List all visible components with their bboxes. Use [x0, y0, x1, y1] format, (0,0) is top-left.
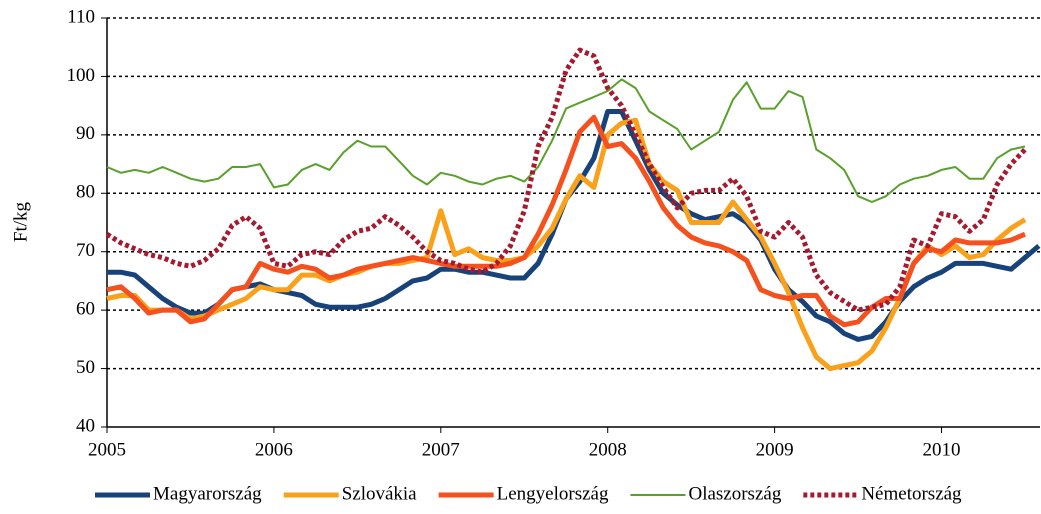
y-tick-label: 70 — [76, 240, 95, 261]
y-tick-label: 50 — [76, 357, 95, 378]
y-tick-label: 60 — [76, 299, 95, 320]
x-tick-label: 2005 — [88, 439, 126, 460]
series-line — [106, 117, 1027, 372]
legend-label: Olaszország — [688, 483, 781, 504]
x-tick-label: 2009 — [756, 439, 794, 460]
x-tick-label: 2007 — [422, 439, 460, 460]
y-tick-label: 110 — [67, 6, 95, 27]
y-axis-label: Ft/kg — [10, 201, 31, 242]
series-line — [106, 78, 1026, 203]
legend-label: Magyarország — [153, 483, 262, 504]
x-tick-label: 2010 — [923, 439, 961, 460]
legend-label: Lengyelország — [497, 483, 609, 504]
y-tick-label: 80 — [76, 182, 95, 203]
x-tick-label: 2008 — [589, 439, 627, 460]
legend-label: Németország — [861, 483, 962, 504]
series-line — [105, 47, 1027, 313]
legend-label: Szlovákia — [342, 483, 417, 504]
series-line — [106, 114, 1026, 328]
x-tick-label: 2006 — [255, 439, 293, 460]
y-tick-label: 40 — [76, 415, 95, 436]
y-tick-label: 90 — [76, 123, 95, 144]
y-tick-label: 100 — [67, 65, 96, 86]
